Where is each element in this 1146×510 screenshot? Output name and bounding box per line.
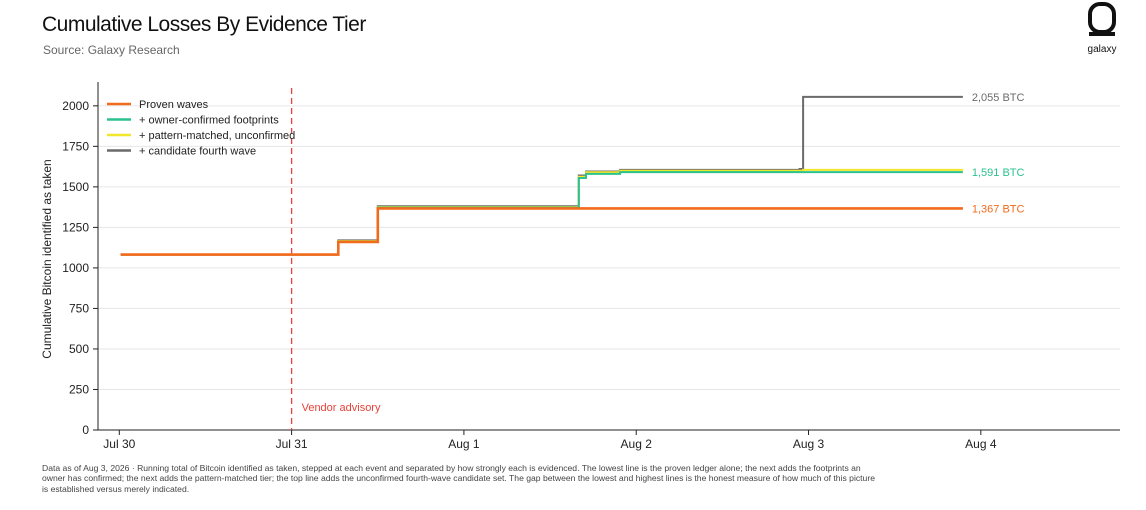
gridlines <box>98 105 1120 390</box>
legend-label-proven-waves: Proven waves <box>139 99 209 111</box>
end-label-candidate-fourth-wave: 2,055 BTC <box>972 92 1025 104</box>
legend-label-candidate-fourth-wave: + candidate fourth wave <box>139 146 256 158</box>
y-tick-label: 250 <box>69 382 89 396</box>
end-labels: 2,055 BTC 1,591 BTC 1,367 BTC <box>972 92 1025 216</box>
chart-subtitle: Source: Galaxy Research <box>43 43 180 57</box>
legend: Proven waves + owner-confirmed footprints… <box>107 99 295 158</box>
x-tick-label: Jul 31 <box>276 437 308 451</box>
y-tick-label: 1250 <box>62 220 89 234</box>
x-tick-label: Aug 2 <box>621 437 653 451</box>
x-tick-label: Jul 30 <box>103 437 135 451</box>
brand-logo: galaxy <box>1080 2 1124 55</box>
chart-title: Cumulative Losses By Evidence Tier <box>42 13 366 36</box>
series-line-owner-confirmed-footprints <box>120 171 963 256</box>
y-tick-label: 1750 <box>62 139 89 153</box>
galaxy-logo-icon <box>1088 2 1116 36</box>
end-label-proven-waves: 1,367 BTC <box>972 203 1025 215</box>
y-tick-label: 750 <box>69 301 89 315</box>
series-line-pattern-matched-unconfirmed <box>120 168 963 256</box>
legend-label-owner-confirmed-footprints: + owner-confirmed footprints <box>139 115 279 127</box>
x-tick-label: Aug 3 <box>793 437 825 451</box>
y-tick-label: 500 <box>69 342 89 356</box>
legend-label-pattern-matched-unconfirmed: + pattern-matched, unconfirmed <box>139 130 295 142</box>
annotations: Vendor advisory <box>290 88 381 430</box>
vendor-advisory-label: Vendor advisory <box>302 402 381 414</box>
chart-footnote: Data as of Aug 3, 2026 · Running total o… <box>42 463 875 494</box>
y-tick-label: 0 <box>82 423 89 437</box>
series-line-proven-waves <box>120 207 963 256</box>
end-label-owner-confirmed-footprints: 1,591 BTC <box>972 167 1025 179</box>
x-tick-label: Aug 4 <box>965 437 997 451</box>
axes: 0 250 500 750 1000 1250 1500 1750 2000 Jul 30 Jul … <box>40 82 1120 451</box>
y-tick-label: 1500 <box>62 180 89 194</box>
brand-wordmark: galaxy <box>1087 44 1117 55</box>
series-lines <box>120 95 963 256</box>
chart-canvas: 0 250 500 750 1000 1250 1500 1750 2000 Jul 30 Jul … <box>40 82 1120 451</box>
x-tick-label: Aug 1 <box>448 437 480 451</box>
y-tick-label: 2000 <box>62 99 89 113</box>
y-tick-label: 1000 <box>62 261 89 275</box>
y-axis-label: Cumulative Bitcoin identified as taken <box>40 159 54 358</box>
